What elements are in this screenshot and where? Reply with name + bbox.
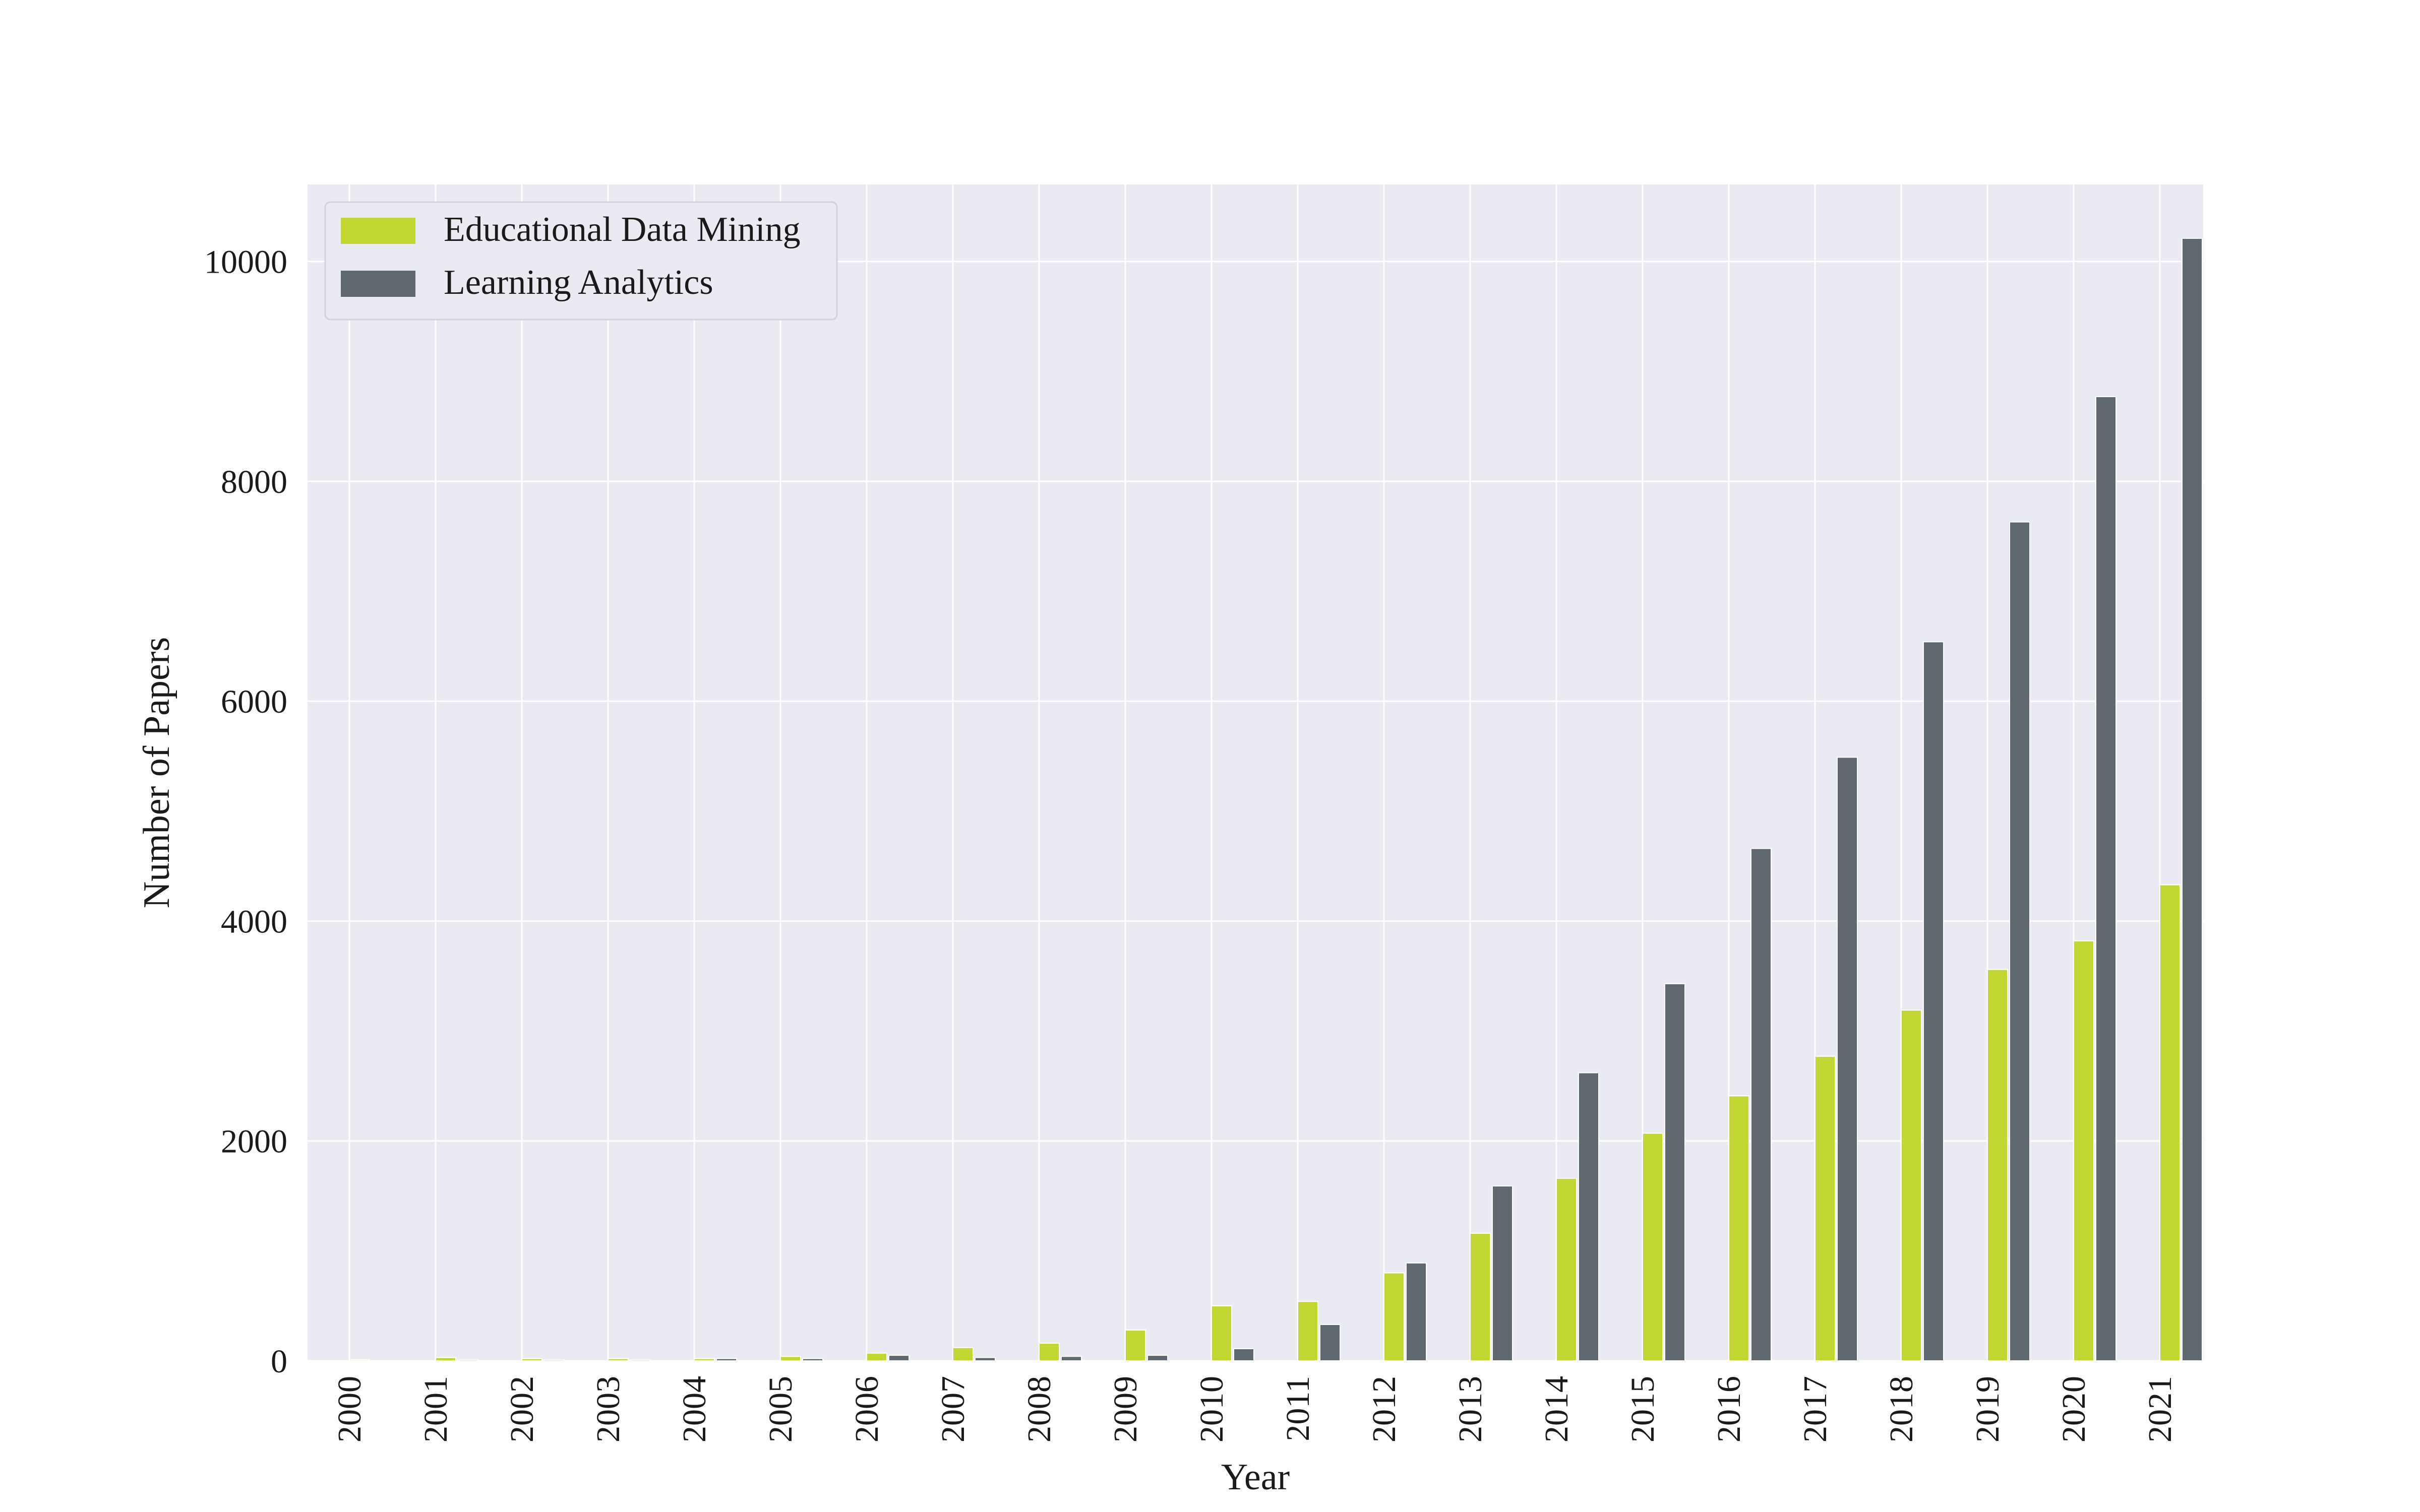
bar-learning-analytics-2006 xyxy=(888,1355,910,1362)
bar-educational-data-mining-2006 xyxy=(866,1352,887,1362)
bar-educational-data-mining-2020 xyxy=(2073,940,2094,1362)
x-tick-label: 2004 xyxy=(676,1376,713,1442)
y-tick-label: 10000 xyxy=(204,244,287,281)
bar-learning-analytics-2017 xyxy=(1837,757,1858,1361)
bar-learning-analytics-2002 xyxy=(543,1359,565,1361)
bar-educational-data-mining-2008 xyxy=(1039,1343,1060,1362)
bar-learning-analytics-2007 xyxy=(975,1357,996,1361)
y-tick-label: 2000 xyxy=(221,1123,287,1160)
bar-educational-data-mining-2017 xyxy=(1814,1055,1836,1361)
bar-educational-data-mining-2014 xyxy=(1556,1177,1577,1362)
bar-educational-data-mining-2015 xyxy=(1642,1132,1663,1362)
y-tick-labels: 0 2000 4000 6000 8000 10000 xyxy=(204,244,287,1380)
x-tick-label: 2021 xyxy=(2142,1376,2179,1442)
bar-learning-analytics-2020 xyxy=(2095,396,2116,1361)
y-tick-label: 0 xyxy=(271,1343,287,1380)
legend: Educational Data Mining Learning Analyti… xyxy=(324,201,838,321)
bar-learning-analytics-2016 xyxy=(1750,848,1772,1361)
bar-educational-data-mining-2004 xyxy=(694,1358,715,1362)
x-tick-label: 2013 xyxy=(1452,1376,1489,1442)
bar-educational-data-mining-2019 xyxy=(1987,969,2008,1361)
bar-learning-analytics-2021 xyxy=(2182,237,2203,1362)
x-tick-label: 2006 xyxy=(849,1376,885,1442)
legend-box xyxy=(324,201,838,321)
bar-learning-analytics-2013 xyxy=(1492,1185,1513,1361)
bar-educational-data-mining-2002 xyxy=(521,1358,542,1362)
bar-learning-analytics-2003 xyxy=(630,1359,651,1361)
legend-label-educational-data-mining: Educational Data Mining xyxy=(444,210,801,249)
x-tick-label: 2009 xyxy=(1107,1376,1144,1442)
bar-educational-data-mining-2003 xyxy=(608,1358,629,1362)
bar-educational-data-mining-2016 xyxy=(1728,1095,1749,1361)
bar-educational-data-mining-2018 xyxy=(1901,1010,1922,1361)
bar-learning-analytics-2019 xyxy=(2009,521,2030,1361)
y-axis-title: Number of Papers xyxy=(136,637,177,908)
legend-label-learning-analytics: Learning Analytics xyxy=(444,263,713,302)
x-tick-label: 2007 xyxy=(935,1376,972,1442)
bar-learning-analytics-2014 xyxy=(1578,1072,1599,1362)
x-tick-label: 2018 xyxy=(1883,1376,1920,1442)
x-tick-label: 2001 xyxy=(417,1376,454,1442)
x-tick-label: 2002 xyxy=(504,1376,540,1442)
x-tick-label: 2003 xyxy=(590,1376,627,1442)
bar-educational-data-mining-2000 xyxy=(349,1359,370,1361)
x-tick-label: 2005 xyxy=(762,1376,799,1442)
x-tick-label: 2012 xyxy=(1366,1376,1403,1442)
bar-educational-data-mining-2007 xyxy=(952,1347,974,1361)
x-tick-label: 2008 xyxy=(1021,1376,1058,1442)
legend-swatch-educational-data-mining xyxy=(341,218,415,244)
bar-learning-analytics-2004 xyxy=(716,1358,737,1362)
bar-educational-data-mining-2013 xyxy=(1470,1232,1491,1362)
x-tick-labels: 2000 2001 2002 2003 2004 2005 2006 2007 2008 2009… xyxy=(331,1376,2179,1442)
x-tick-label: 2016 xyxy=(1711,1376,1747,1442)
bar-learning-analytics-2015 xyxy=(1664,983,1685,1361)
bar-educational-data-mining-2021 xyxy=(2159,884,2181,1361)
x-tick-label: 2019 xyxy=(1969,1376,2006,1442)
bar-educational-data-mining-2001 xyxy=(435,1357,456,1361)
bar-educational-data-mining-2012 xyxy=(1383,1272,1405,1362)
y-tick-label: 4000 xyxy=(221,903,287,940)
bar-learning-analytics-2005 xyxy=(802,1358,823,1362)
x-tick-label: 2017 xyxy=(1797,1376,1834,1442)
bar-educational-data-mining-2011 xyxy=(1297,1301,1318,1361)
x-tick-label: 2010 xyxy=(1193,1376,1230,1442)
bar-educational-data-mining-2009 xyxy=(1125,1329,1146,1361)
x-tick-label: 2000 xyxy=(331,1376,368,1442)
plot-area xyxy=(308,184,2203,1361)
x-tick-label: 2011 xyxy=(1280,1376,1316,1441)
x-tick-label: 2015 xyxy=(1624,1376,1661,1442)
y-tick-label: 8000 xyxy=(221,464,287,500)
bar-learning-analytics-2010 xyxy=(1233,1348,1254,1362)
bar-learning-analytics-2012 xyxy=(1406,1262,1427,1361)
x-tick-label: 2014 xyxy=(1538,1376,1575,1442)
bar-learning-analytics-2018 xyxy=(1923,641,1944,1361)
bar-educational-data-mining-2010 xyxy=(1211,1305,1232,1361)
bar-learning-analytics-2011 xyxy=(1319,1324,1341,1362)
x-tick-label: 2020 xyxy=(2055,1376,2092,1442)
x-axis-title: Year xyxy=(1221,1457,1290,1498)
y-tick-label: 6000 xyxy=(221,683,287,720)
bar-learning-analytics-2001 xyxy=(457,1359,478,1361)
bars xyxy=(349,237,2203,1362)
legend-swatch-learning-analytics xyxy=(341,271,415,297)
bar-learning-analytics-2008 xyxy=(1061,1356,1082,1361)
bar-learning-analytics-2009 xyxy=(1147,1355,1168,1362)
bar-educational-data-mining-2005 xyxy=(780,1356,801,1361)
